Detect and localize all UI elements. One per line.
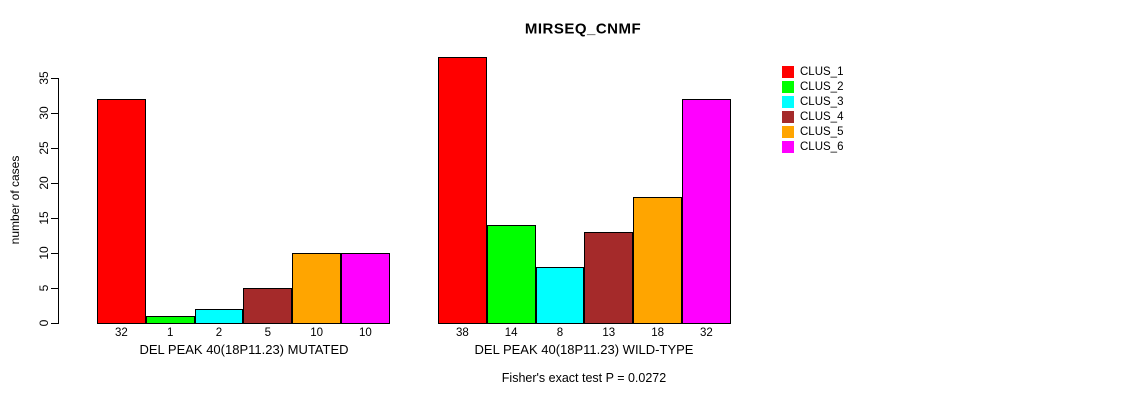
y-axis-tick-label: 35 (37, 71, 51, 85)
y-axis-tick (51, 253, 58, 254)
legend-label: CLUS_3 (800, 95, 844, 108)
bar-mutated-clus_3 (195, 309, 243, 324)
bar-count-label: 14 (504, 327, 518, 339)
legend-item-clus_1: CLUS_1 (782, 64, 843, 79)
bar-wild-type-clus_1 (438, 57, 487, 324)
legend-swatch-icon (782, 110, 794, 123)
bar-count-label: 1 (166, 327, 174, 339)
y-axis-tick (51, 148, 58, 149)
bar-wild-type-clus_3 (536, 267, 584, 324)
y-axis-tick-label: 20 (37, 176, 51, 190)
legend-label: CLUS_4 (800, 110, 844, 123)
y-axis-tick-label: 15 (37, 211, 51, 225)
y-axis-tick-label: 10 (37, 246, 51, 260)
y-axis-tick (51, 78, 58, 79)
y-axis-label: number of cases (8, 155, 22, 245)
legend-label: CLUS_1 (800, 65, 844, 78)
bar-count-label: 32 (114, 327, 128, 339)
legend-item-clus_3: CLUS_3 (782, 94, 843, 109)
legend: CLUS_1 CLUS_2 CLUS_3 CLUS_4 CLUS_5 CLUS_6 (782, 64, 843, 154)
bar-wild-type-clus_2 (487, 225, 536, 324)
bar-mutated-clus_5 (292, 253, 341, 324)
y-axis-tick-label: 5 (37, 284, 51, 292)
legend-item-clus_4: CLUS_4 (782, 109, 843, 124)
y-axis-tick (51, 323, 58, 324)
y-axis-tick-label: 0 (37, 319, 51, 327)
legend-swatch-icon (782, 95, 794, 108)
bar-count-label: 13 (602, 327, 616, 339)
bar-wild-type-clus_5 (633, 197, 682, 324)
bar-count-label: 2 (215, 327, 223, 339)
legend-item-clus_2: CLUS_2 (782, 79, 843, 94)
bar-mutated-clus_1 (97, 99, 146, 324)
legend-label: CLUS_2 (800, 80, 844, 93)
legend-label: CLUS_6 (800, 140, 844, 153)
bar-mutated-clus_2 (146, 316, 195, 324)
y-axis-tick-label: 25 (37, 141, 51, 155)
bar-mutated-clus_4 (243, 288, 292, 324)
y-axis-tick-label: 30 (37, 106, 51, 120)
bar-mutated-clus_6 (341, 253, 390, 324)
bar-count-label: 10 (358, 327, 372, 339)
bar-wild-type-clus_6 (682, 99, 731, 324)
bar-count-label: 8 (556, 327, 564, 339)
x-axis-title-wildtype: DEL PEAK 40(18P11.23) WILD-TYPE (474, 342, 694, 357)
legend-item-clus_6: CLUS_6 (782, 139, 843, 154)
legend-swatch-icon (782, 65, 794, 78)
legend-swatch-icon (782, 140, 794, 153)
bar-count-label: 18 (651, 327, 664, 339)
x-axis-title-mutated: DEL PEAK 40(18P11.23) MUTATED (139, 342, 349, 357)
bar-count-label: 32 (699, 327, 713, 339)
chart-title: MIRSEQ_CNMF (524, 20, 642, 38)
y-axis-line (58, 78, 59, 324)
y-axis-tick (51, 218, 58, 219)
legend-label: CLUS_5 (800, 125, 844, 138)
legend-item-clus_5: CLUS_5 (782, 124, 843, 139)
legend-swatch-icon (782, 80, 794, 93)
bar-count-label: 38 (455, 327, 469, 339)
footer-text: Fisher's exact test P = 0.0272 (501, 371, 667, 385)
bar-count-label: 10 (310, 327, 323, 339)
bar-wild-type-clus_4 (584, 232, 633, 324)
legend-swatch-icon (782, 125, 794, 138)
bar-count-label: 5 (264, 327, 271, 339)
y-axis-tick (51, 113, 58, 114)
y-axis-tick (51, 183, 58, 184)
y-axis-tick (51, 288, 58, 289)
